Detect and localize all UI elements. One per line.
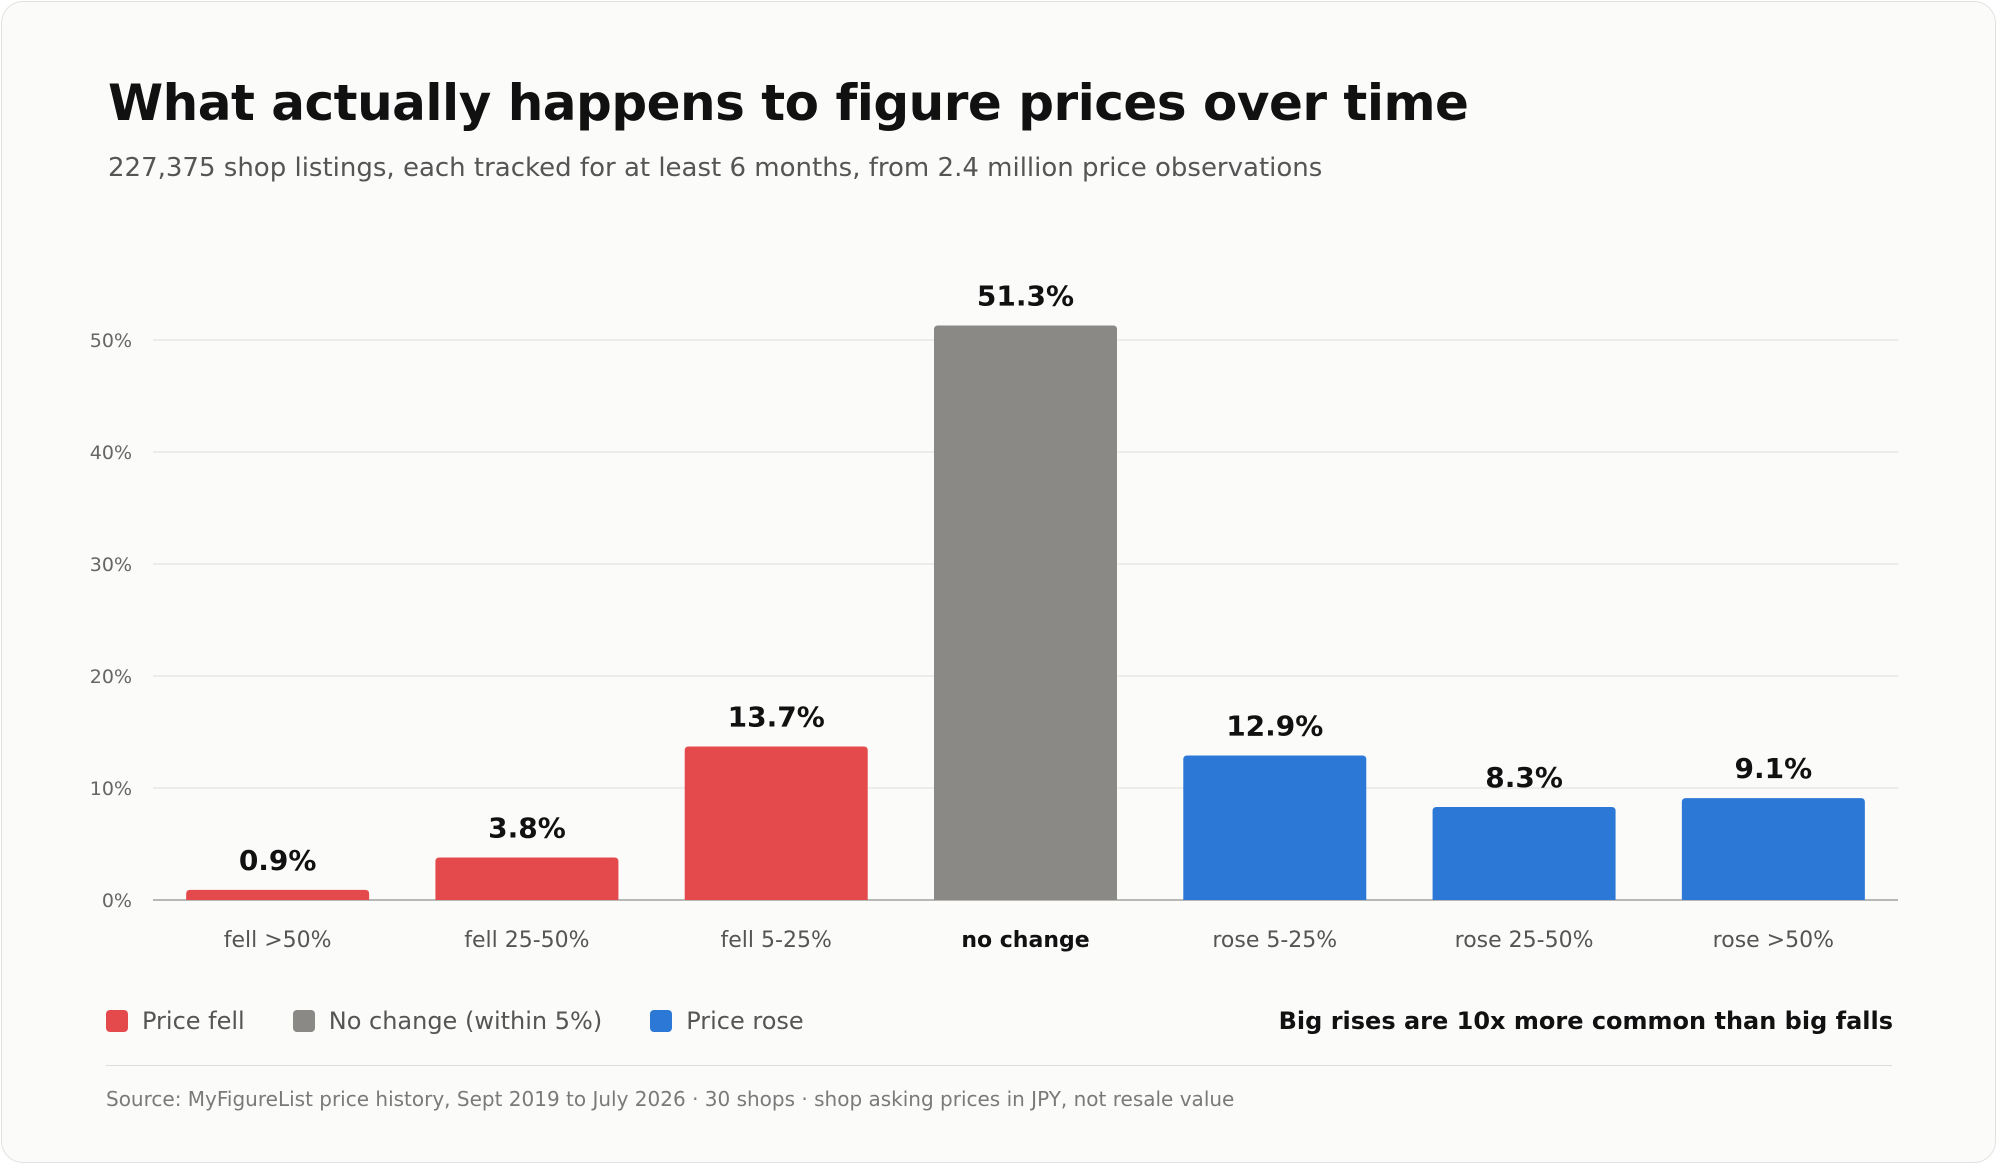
x-tick-label: fell >50% <box>224 928 332 953</box>
bar-fell-50 <box>186 889 370 900</box>
footer-divider <box>106 1065 1892 1066</box>
x-tick-label: rose 25-50% <box>1455 928 1594 953</box>
value-label: 8.3% <box>1485 761 1563 794</box>
source-note: Source: MyFigureList price history, Sept… <box>106 1087 1235 1111</box>
chart-subtitle: 227,375 shop listings, each tracked for … <box>108 153 1323 183</box>
legend: Price fell No change (within 5%) Price r… <box>106 1004 804 1038</box>
y-tick-label: 20% <box>90 666 132 688</box>
x-tick-label: rose 5-25% <box>1212 928 1337 953</box>
bar-no-change <box>934 325 1117 900</box>
y-axis-ticks: 0% 10% 20% 30% 40% 50% <box>90 330 132 912</box>
value-label: 12.9% <box>1226 710 1323 743</box>
x-axis-labels: fell >50% fell 25-50% fell 5-25% no change r… <box>224 928 1834 953</box>
bar-rose-5-25 <box>1183 755 1367 900</box>
bar-fell-5-25 <box>684 746 868 900</box>
legend-label: Price fell <box>142 1007 245 1035</box>
y-tick-label: 10% <box>90 778 132 800</box>
value-labels: 0.9% 3.8% 13.7% 51.3% 12.9% 8.3% 9.1% <box>239 279 1812 876</box>
x-tick-label: fell 5-25% <box>721 928 832 953</box>
chart-title: What actually happens to figure prices o… <box>108 74 1469 132</box>
value-label: 9.1% <box>1735 752 1813 785</box>
callout-text: Big rises are 10x more common than big f… <box>1278 1007 1893 1035</box>
y-tick-label: 0% <box>102 890 132 912</box>
x-tick-label: no change <box>961 928 1089 953</box>
legend-label: Price rose <box>686 1007 804 1035</box>
value-label: 13.7% <box>728 701 825 734</box>
y-tick-label: 30% <box>90 554 132 576</box>
x-tick-label: fell 25-50% <box>464 928 589 953</box>
bar-rose-25-50 <box>1432 807 1616 900</box>
value-label: 0.9% <box>239 844 317 877</box>
legend-item-no-change: No change (within 5%) <box>292 1007 603 1035</box>
bars <box>186 325 1865 900</box>
x-tick-label: rose >50% <box>1713 928 1834 953</box>
legend-label: No change (within 5%) <box>328 1007 603 1035</box>
bar-rose-50 <box>1681 798 1865 900</box>
legend-swatch-no-change <box>292 1010 315 1032</box>
y-tick-label: 50% <box>90 330 132 352</box>
value-label: 3.8% <box>488 811 566 844</box>
legend-item-price-fell: Price fell <box>106 1007 245 1035</box>
bar-chart: 0% 10% 20% 30% 40% 50% 0.9% 3.8% 13.7% 51.3% 12.9… <box>90 279 1898 953</box>
y-tick-label: 40% <box>90 442 132 464</box>
legend-swatch-price-fell <box>106 1010 128 1032</box>
value-label: 51.3% <box>977 279 1074 312</box>
legend-swatch-price-rose <box>650 1010 673 1032</box>
bar-fell-25-50 <box>435 857 619 900</box>
legend-item-price-rose: Price rose <box>650 1007 804 1035</box>
